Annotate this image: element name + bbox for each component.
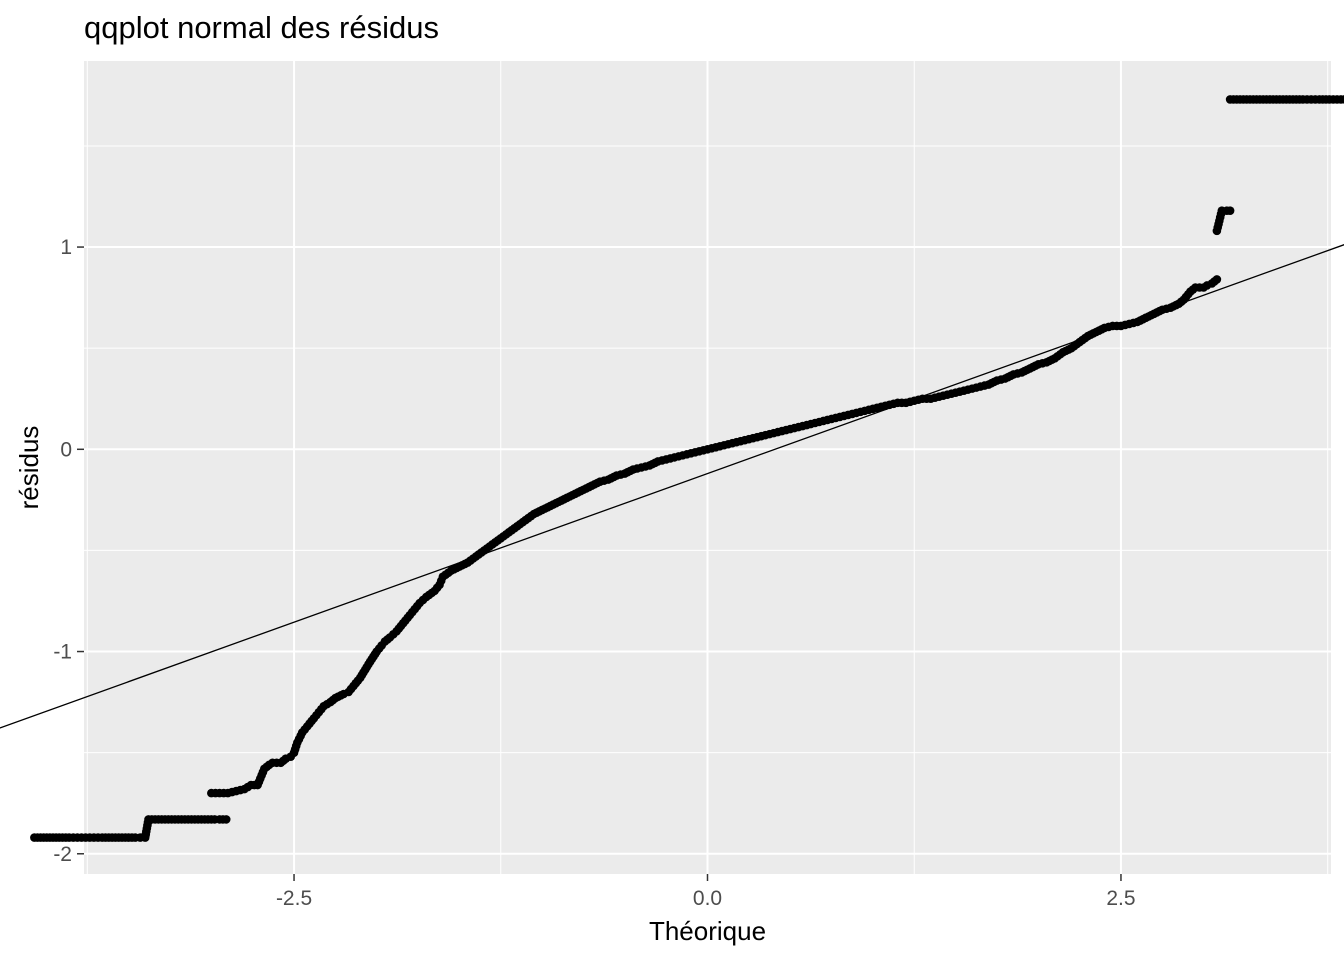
y-tick-label: -2 [53,843,72,866]
x-tick-label: 0.0 [693,887,722,910]
y-axis-ticks: -2 -1 0 1 [53,236,84,866]
data-point [1340,95,1344,104]
data-point [221,815,231,824]
x-tick-label: -2.5 [276,887,312,910]
y-tick-label: 1 [60,236,72,259]
y-axis-title: résidus [14,426,44,510]
data-points [30,95,1344,842]
x-tick-label: 2.5 [1106,887,1135,910]
x-axis-ticks: -2.5 0.0 2.5 [276,874,1136,910]
y-tick-label: 0 [60,438,72,461]
data-point [1212,275,1222,284]
chart-title: qqplot normal des résidus [84,10,439,45]
y-tick-label: -1 [53,641,72,664]
x-axis-title: Théorique [649,916,766,946]
data-point [1225,206,1235,215]
